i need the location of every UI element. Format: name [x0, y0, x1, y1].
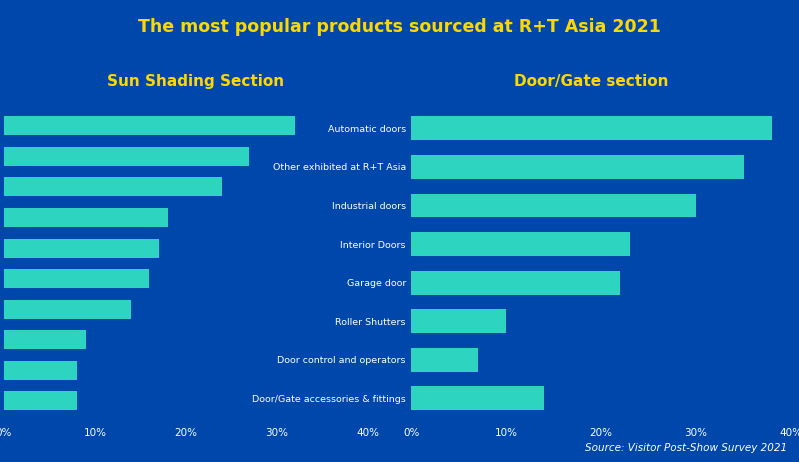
- Bar: [4, 116, 295, 135]
- Text: Source: Visitor Post-Show Survey 2021: Source: Visitor Post-Show Survey 2021: [585, 443, 787, 453]
- Bar: [411, 194, 696, 218]
- Bar: [411, 386, 544, 410]
- Text: The most popular products sourced at R+T Asia 2021: The most popular products sourced at R+T…: [138, 18, 661, 36]
- Bar: [4, 330, 85, 349]
- Bar: [4, 208, 168, 227]
- Bar: [4, 147, 249, 166]
- Bar: [411, 155, 744, 179]
- Bar: [4, 361, 77, 380]
- Bar: [411, 232, 630, 256]
- Bar: [411, 348, 478, 372]
- Bar: [4, 391, 77, 410]
- Bar: [411, 271, 620, 295]
- Bar: [4, 269, 149, 288]
- Bar: [4, 300, 131, 319]
- Text: Door/Gate section: Door/Gate section: [514, 74, 669, 89]
- Bar: [4, 177, 222, 196]
- Bar: [411, 309, 507, 333]
- Bar: [4, 238, 158, 257]
- Text: Sun Shading Section: Sun Shading Section: [107, 74, 284, 89]
- Bar: [411, 116, 772, 140]
